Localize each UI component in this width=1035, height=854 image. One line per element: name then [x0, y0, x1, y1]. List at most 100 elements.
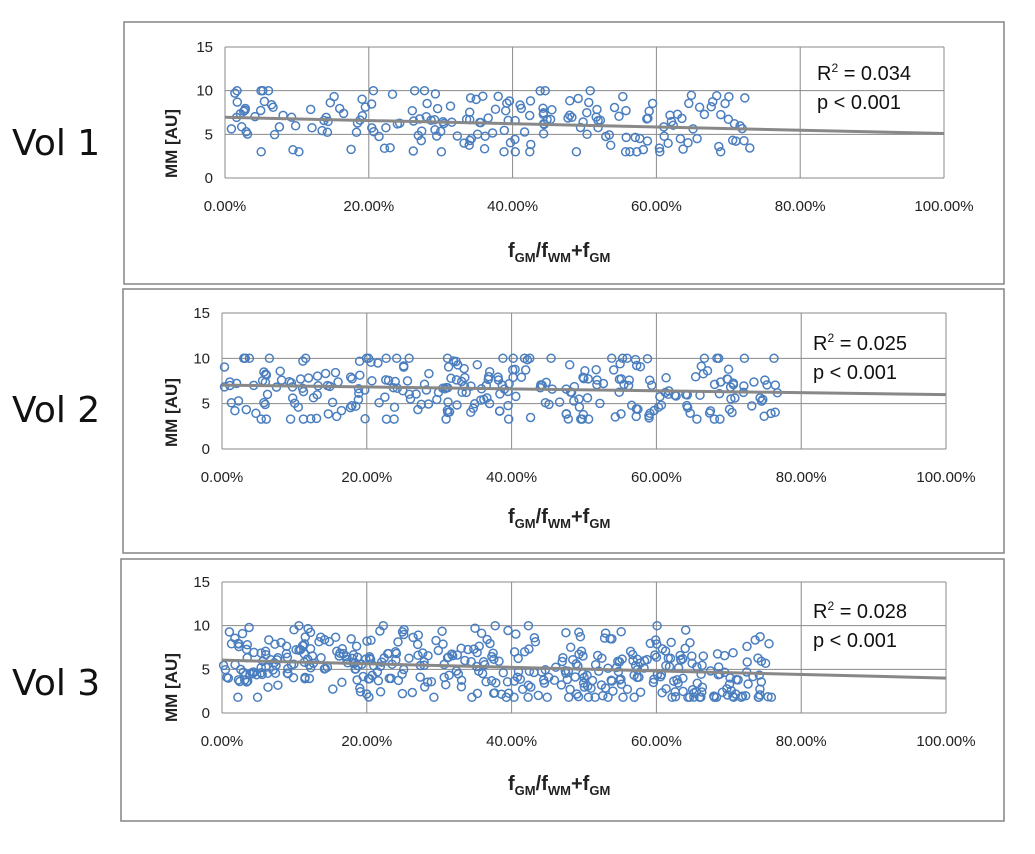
- data-point: [616, 679, 627, 689]
- data-point: [256, 662, 266, 673]
- data-point: [582, 107, 592, 118]
- data-point: [281, 641, 292, 652]
- data-point: [503, 625, 513, 636]
- data-point: [697, 660, 707, 671]
- ticks: 0 5 10 15 0.00% 20.00% 40.00% 60.00% 80.…: [193, 305, 975, 486]
- data-point: [448, 356, 459, 366]
- data-point: [524, 110, 535, 121]
- data-point: [652, 639, 662, 649]
- data-point: [482, 393, 492, 403]
- data-point: [322, 127, 333, 138]
- data-point: [456, 682, 467, 692]
- data-point: [563, 414, 574, 424]
- data-point: [503, 414, 514, 424]
- data-point: [330, 632, 341, 643]
- data-point: [526, 139, 536, 150]
- data-point: [724, 679, 735, 690]
- data-point: [240, 103, 251, 114]
- data-point: [259, 367, 269, 377]
- data-point: [483, 113, 493, 123]
- data-point: [274, 122, 285, 132]
- data-point: [300, 632, 311, 642]
- x-tick-label: 0.00%: [201, 733, 244, 750]
- data-point: [655, 391, 665, 402]
- data-point: [366, 635, 376, 646]
- data-point: [574, 394, 584, 404]
- data-point: [624, 375, 634, 385]
- data-point: [720, 98, 730, 109]
- data-point: [750, 635, 760, 645]
- data-points: [226, 85, 755, 157]
- data-point: [644, 413, 654, 423]
- grid: [221, 312, 947, 450]
- data-point: [525, 412, 536, 423]
- data-point: [696, 669, 706, 680]
- data-point: [324, 636, 335, 647]
- y-tick-label: 15: [193, 574, 210, 591]
- data-point: [390, 376, 400, 387]
- data-point: [242, 640, 253, 650]
- data-point: [595, 398, 605, 409]
- data-point: [333, 377, 343, 387]
- data-point: [256, 147, 266, 157]
- data-point: [364, 673, 375, 684]
- data-point: [626, 400, 637, 411]
- data-point: [290, 121, 301, 131]
- data-point: [740, 691, 751, 701]
- data-point: [739, 353, 750, 364]
- grid: [224, 46, 945, 179]
- data-point: [603, 692, 613, 703]
- data-point: [481, 677, 491, 687]
- data-point: [608, 365, 619, 375]
- data-point: [723, 114, 734, 125]
- data-point: [599, 633, 610, 643]
- data-point: [491, 678, 501, 688]
- data-point: [554, 397, 565, 407]
- data-point: [330, 367, 341, 378]
- data-point: [558, 652, 568, 663]
- x-tick-label: 60.00%: [631, 198, 682, 215]
- data-point: [459, 381, 470, 392]
- data-point: [263, 85, 274, 96]
- data-point: [754, 670, 765, 680]
- x-tick-label: 20.00%: [341, 469, 392, 486]
- data-point: [445, 101, 456, 111]
- data-point: [635, 687, 646, 697]
- data-point: [443, 652, 454, 662]
- data-point: [582, 393, 593, 403]
- data-point: [300, 674, 310, 684]
- data-point: [478, 91, 488, 101]
- data-point: [413, 650, 423, 661]
- data-point: [505, 137, 516, 148]
- data-point: [351, 127, 362, 138]
- data-point: [728, 379, 739, 390]
- data-point: [614, 111, 624, 122]
- data-point: [690, 372, 701, 382]
- data-point: [504, 96, 515, 106]
- data-point: [742, 657, 752, 667]
- data-point: [299, 649, 310, 659]
- data-point: [495, 389, 505, 399]
- data-point: [472, 359, 483, 370]
- data-point: [498, 668, 509, 678]
- data-point: [645, 638, 656, 649]
- data-point: [419, 85, 430, 96]
- data-point: [593, 122, 603, 133]
- data-point: [535, 86, 545, 96]
- data-point: [755, 690, 765, 700]
- data-point: [702, 366, 713, 376]
- data-point: [661, 683, 671, 694]
- data-point: [609, 102, 620, 113]
- data-point: [357, 94, 367, 104]
- data-point: [311, 413, 322, 424]
- data-point: [230, 405, 240, 416]
- data-point: [413, 630, 424, 640]
- data-point: [533, 690, 544, 701]
- r-squared-annotation: R2 = 0.034: [817, 61, 911, 85]
- data-point: [472, 688, 483, 699]
- data-point: [698, 651, 709, 661]
- data-point: [329, 91, 339, 102]
- data-point: [346, 144, 356, 155]
- data-point: [666, 116, 677, 127]
